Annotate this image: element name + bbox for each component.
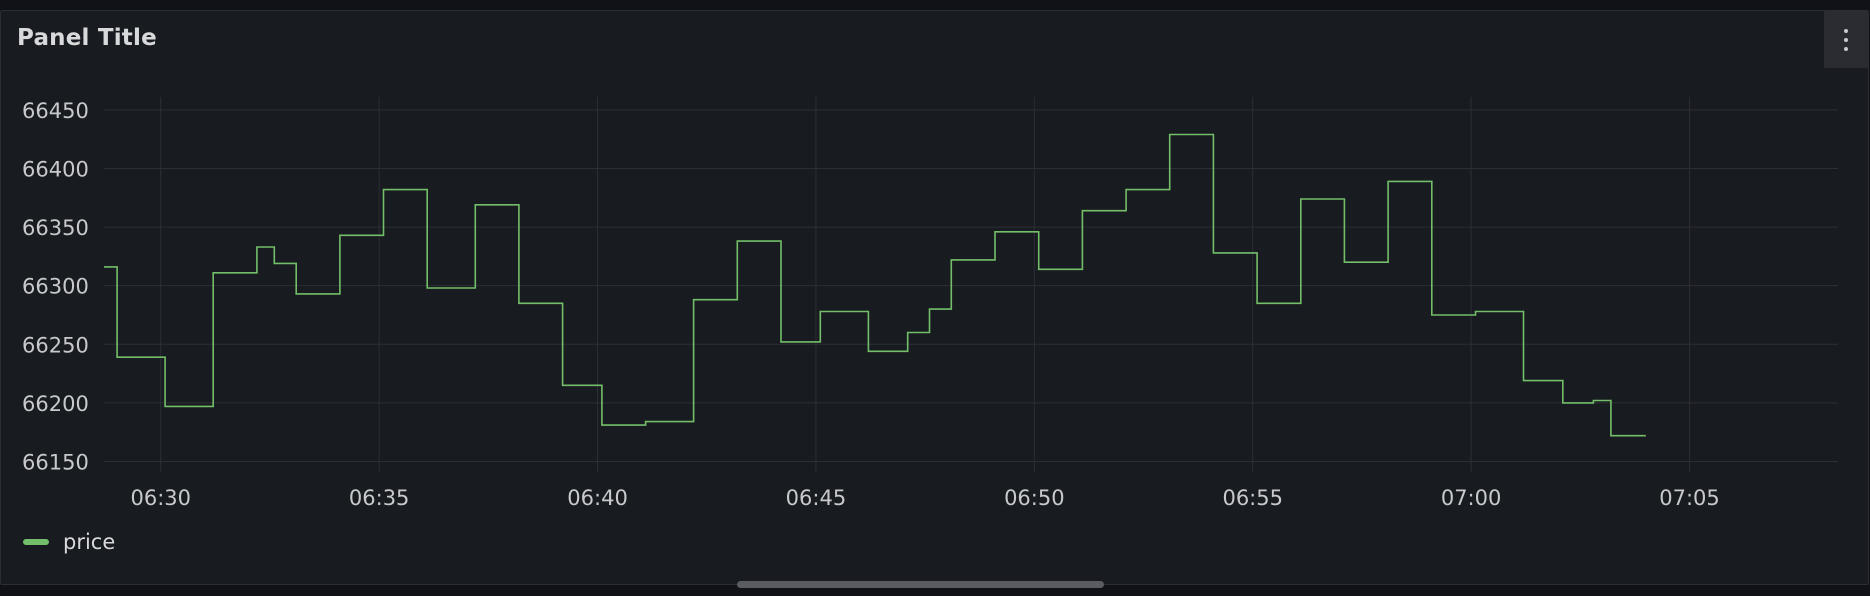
data-point <box>949 258 953 262</box>
y-tick-label: 66400 <box>22 157 89 181</box>
y-tick-label: 66450 <box>22 99 89 123</box>
y-tick-label: 66200 <box>22 392 89 416</box>
data-point <box>1299 197 1303 201</box>
kebab-menu-icon <box>1844 28 1848 33</box>
data-point <box>1609 434 1613 438</box>
legend-label: price <box>63 530 116 554</box>
data-point <box>1386 179 1390 183</box>
data-point <box>1255 301 1259 305</box>
y-tick-label: 66300 <box>22 275 89 299</box>
panel: Panel Title <box>0 10 1869 585</box>
data-point <box>561 383 565 387</box>
y-tick-label: 66250 <box>22 333 89 357</box>
data-point <box>1168 133 1172 137</box>
kebab-menu-icon <box>1844 37 1848 42</box>
data-point <box>115 355 119 359</box>
data-point <box>338 233 342 237</box>
x-tick-label: 06:45 <box>786 486 847 510</box>
data-point <box>382 188 386 192</box>
data-point <box>1211 251 1215 255</box>
x-tick-label: 06:50 <box>1004 486 1065 510</box>
data-point <box>1561 401 1565 405</box>
data-point <box>1124 188 1128 192</box>
data-point <box>255 245 259 249</box>
data-point <box>1342 260 1346 264</box>
data-point <box>517 301 521 305</box>
data-point <box>993 230 997 234</box>
data-point <box>1080 209 1084 213</box>
horizontal-scrollbar[interactable] <box>737 581 1104 588</box>
x-tick-label: 06:35 <box>349 486 410 510</box>
x-tick-label: 07:05 <box>1659 486 1720 510</box>
data-point <box>1644 434 1648 438</box>
data-point <box>906 331 910 335</box>
data-point <box>1522 379 1526 383</box>
legend-swatch <box>23 539 49 545</box>
data-point <box>779 340 783 344</box>
series-line-price <box>104 133 1646 437</box>
data-point <box>735 239 739 243</box>
legend-item-price[interactable]: price <box>23 530 115 554</box>
panel-menu-button[interactable] <box>1824 11 1868 68</box>
data-point <box>1037 267 1041 271</box>
data-point <box>163 404 167 408</box>
kebab-menu-icon <box>1844 46 1848 51</box>
x-tick-label: 06:30 <box>131 486 192 510</box>
data-point <box>866 349 870 353</box>
data-point <box>818 309 822 313</box>
data-point <box>473 203 477 207</box>
x-tick-label: 07:00 <box>1441 486 1502 510</box>
data-point <box>1430 313 1434 317</box>
data-point <box>692 298 696 302</box>
data-point <box>294 292 298 296</box>
y-tick-label: 66350 <box>22 216 89 240</box>
data-point <box>1473 309 1477 313</box>
data-point <box>102 265 106 269</box>
data-point <box>425 286 429 290</box>
panel-title: Panel Title <box>17 25 157 51</box>
data-point <box>928 307 932 311</box>
data-point <box>272 261 276 265</box>
data-point <box>1591 399 1595 403</box>
x-tick-label: 06:55 <box>1222 486 1283 510</box>
data-point <box>211 271 215 275</box>
x-tick-label: 06:40 <box>567 486 628 510</box>
y-tick-label: 66150 <box>22 450 89 474</box>
data-point <box>644 420 648 424</box>
data-point <box>600 423 604 427</box>
